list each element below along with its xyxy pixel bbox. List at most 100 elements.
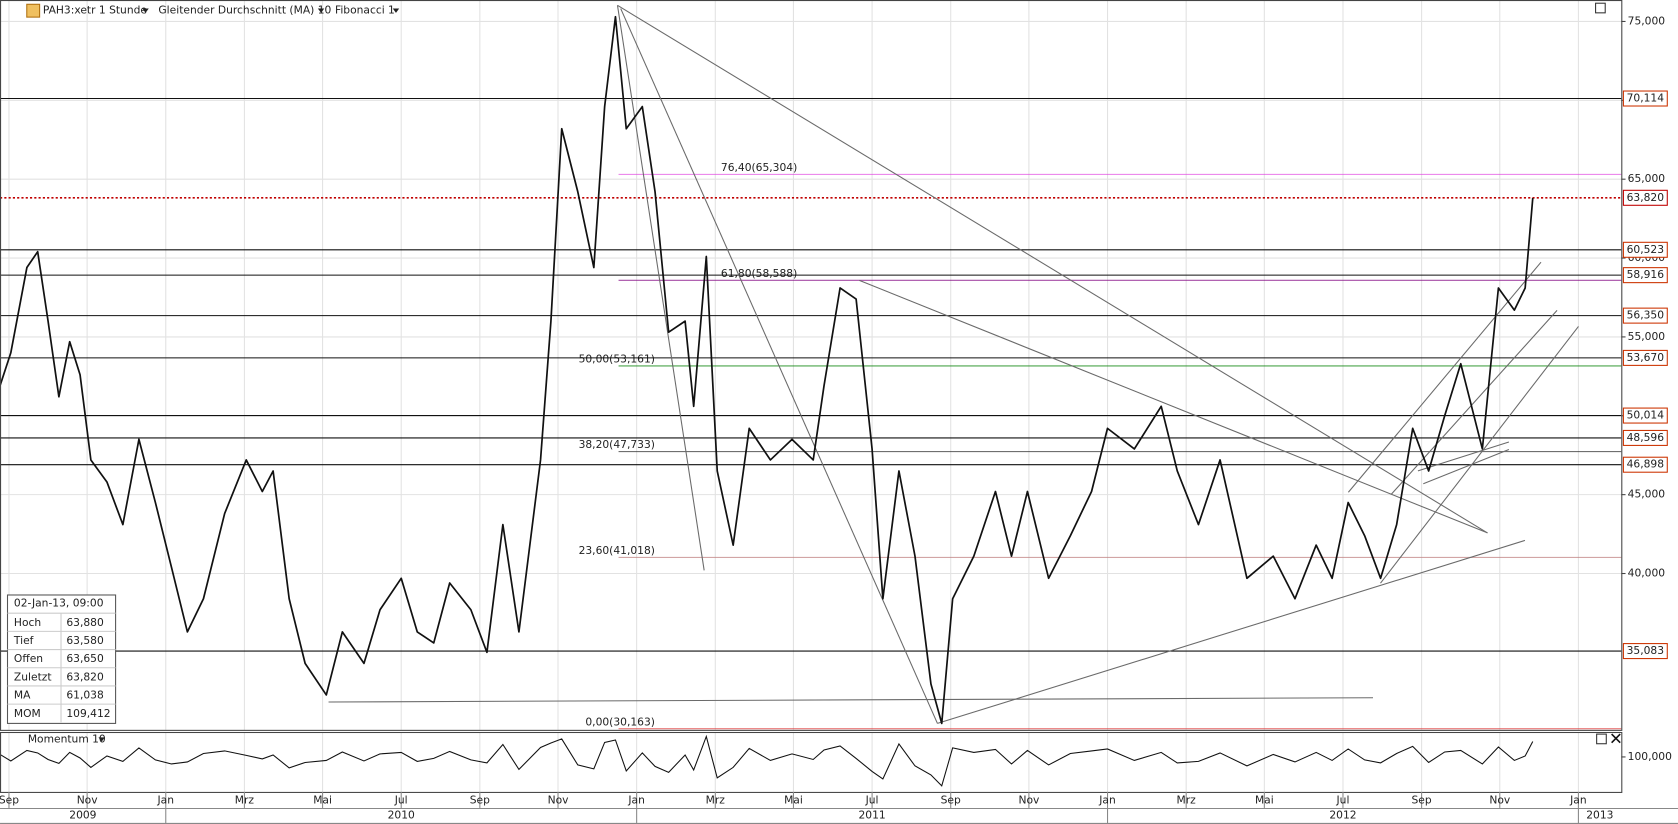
year-label: 2013	[1586, 808, 1613, 821]
level-label-box	[1622, 349, 1668, 366]
level-label-box	[1622, 267, 1668, 284]
trend-line	[617, 4, 1488, 534]
level-label: 63,820	[1627, 191, 1665, 204]
price-line	[0, 15, 1534, 725]
x-tick-label: Jan	[157, 793, 174, 806]
level-label-box	[1622, 307, 1668, 324]
level-label: 70,114	[1627, 92, 1665, 105]
dropdown-arrow[interactable]	[317, 8, 325, 13]
info-key: Zuletzt	[14, 670, 52, 683]
fib-label: 76,40(65,304)	[721, 161, 797, 174]
x-tick-label: Mai	[313, 793, 332, 806]
x-tick-label: Jul	[394, 793, 408, 806]
y-tick-label: 45,000	[1628, 488, 1666, 501]
trend-line	[937, 539, 1526, 724]
y-tick-label: 75,000	[1628, 14, 1666, 27]
trend-line	[1390, 309, 1558, 495]
trend-line	[616, 5, 705, 571]
x-tick-label: Sep	[0, 793, 19, 806]
x-tick-label: Nov	[1018, 793, 1039, 806]
y-tick-label: 40,000	[1628, 567, 1666, 580]
x-tick-label: Mrz	[706, 793, 726, 806]
fib-label: 61,80(58,588)	[721, 267, 797, 280]
momentum-panel-frame	[0, 731, 1623, 793]
maximize-button[interactable]	[1595, 2, 1606, 14]
level-label-box	[1622, 90, 1668, 107]
level-label: 48,596	[1627, 431, 1665, 444]
level-label-box	[1622, 643, 1668, 660]
y-tick-label: 65,000	[1628, 172, 1666, 185]
fib-label: 38,20(47,733)	[579, 438, 655, 451]
level-label: 56,350	[1627, 309, 1665, 322]
info-value: 61,038	[66, 689, 104, 702]
info-date: 02-Jan-13, 09:00	[14, 597, 104, 610]
level-label-box	[1622, 189, 1668, 206]
price-panel-frame	[0, 0, 1623, 731]
y-tick-label: 55,000	[1628, 330, 1666, 343]
info-key: MA	[14, 689, 31, 702]
year-label: 2010	[388, 808, 415, 821]
x-tick-label: Mrz	[1177, 793, 1197, 806]
info-value: 109,412	[66, 707, 110, 720]
info-value: 63,650	[66, 652, 104, 665]
trend-line	[620, 8, 938, 724]
x-tick-label: Mai	[1255, 793, 1274, 806]
trend-line	[1423, 448, 1510, 485]
fib-label: 50,00(53,161)	[579, 353, 655, 366]
level-label-box	[1622, 429, 1668, 446]
x-tick-label: Sep	[470, 793, 490, 806]
header-symbol[interactable]: PAH3:xetr 1 Stunde	[43, 4, 147, 17]
trend-line	[859, 279, 1488, 534]
momentum-title[interactable]: Momentum 10	[28, 732, 106, 745]
level-label: 53,670	[1627, 351, 1665, 364]
levels: 76,40(65,304) 61,80(58,588) 50,00(53,161) 3…	[0, 97, 1622, 730]
fib-label: 0,00(30,163)	[585, 715, 655, 728]
y2-tick-label: 100,000	[1628, 750, 1672, 763]
x-tick-label: Jul	[1336, 793, 1350, 806]
header-tool[interactable]: Fibonacci 1	[335, 4, 395, 17]
level-label: 58,916	[1627, 268, 1665, 281]
info-key: Tief	[13, 634, 34, 647]
info-box: 02-Jan-13, 09:00 Hoch 63,880 Tief 63,580 Off…	[6, 594, 117, 724]
year-label: 2012	[1329, 808, 1356, 821]
plot	[0, 15, 1534, 787]
x-tick-label: Jan	[1098, 793, 1115, 806]
level-label-box	[1622, 456, 1668, 473]
dropdown-arrow[interactable]	[142, 8, 149, 13]
x-tick-label: Nov	[1489, 793, 1510, 806]
info-key: MOM	[14, 707, 41, 720]
x-tick-label: Mrz	[235, 793, 255, 806]
fib-label: 23,60(41,018)	[579, 544, 655, 557]
header-indicator[interactable]: Gleitender Durchschnitt (MA) 10	[158, 4, 331, 17]
level-label: 60,523	[1627, 243, 1664, 256]
trend-line	[328, 697, 1373, 703]
info-value: 63,820	[66, 670, 104, 683]
level-label: 35,083	[1627, 644, 1664, 657]
x-tick-label: Sep	[1412, 793, 1432, 806]
close-button[interactable]	[1611, 733, 1621, 744]
info-value: 63,580	[66, 634, 104, 647]
x-tick-label: Jan	[1569, 793, 1586, 806]
info-value: 63,880	[66, 616, 104, 629]
x-tick-label: Jul	[865, 793, 879, 806]
dropdown-arrow[interactable]	[98, 737, 105, 742]
maximize-button[interactable]	[1596, 733, 1607, 745]
momentum-line	[0, 734, 1534, 787]
level-label-box	[1622, 407, 1668, 424]
x-tick-label: Sep	[941, 793, 961, 806]
info-key: Offen	[14, 652, 43, 665]
x-tick-label: Mai	[784, 793, 803, 806]
trend-line	[1417, 441, 1510, 472]
symbol-icon	[26, 3, 41, 18]
level-label: 46,898	[1627, 458, 1665, 471]
trend-line	[1380, 326, 1579, 584]
trend-lines	[328, 4, 1579, 724]
trend-line	[1347, 261, 1542, 493]
year-label: 2009	[69, 808, 96, 821]
dropdown-arrow[interactable]	[392, 8, 400, 13]
x-tick-label: Jan	[627, 793, 644, 806]
year-label: 2011	[858, 808, 885, 821]
